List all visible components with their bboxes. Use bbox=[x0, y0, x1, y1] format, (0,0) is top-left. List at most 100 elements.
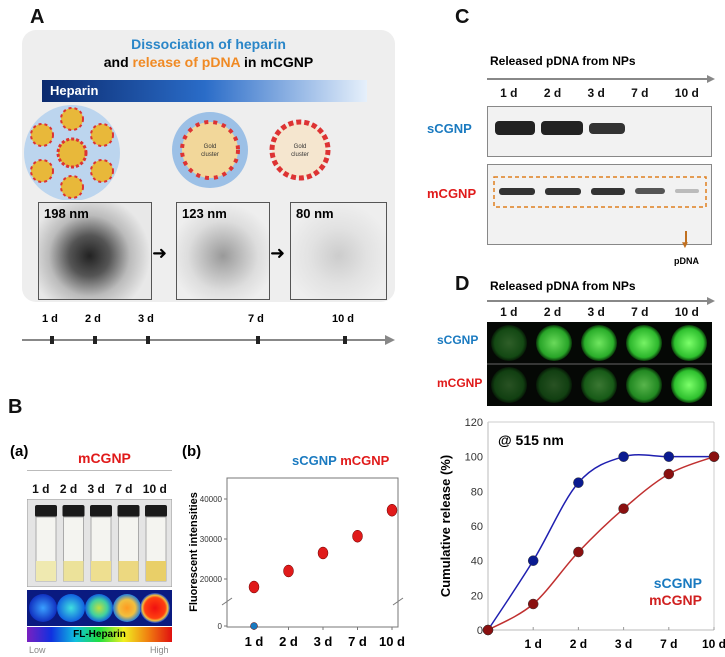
y-tick-label: 20 bbox=[471, 590, 483, 602]
data-point-mcgnp bbox=[386, 503, 398, 517]
data-point-scgnp bbox=[250, 622, 258, 630]
data-point-scgnp bbox=[482, 624, 494, 636]
vial-liquid bbox=[36, 561, 56, 581]
lane-label: 10 d bbox=[674, 305, 699, 319]
panel-d-arrow bbox=[487, 297, 715, 305]
chart-b-legend: sCGNP mCGNP bbox=[292, 453, 389, 468]
y-tick-label: 0 bbox=[477, 625, 483, 637]
x-tick-label: 10 d bbox=[702, 637, 725, 651]
svg-text:cluster: cluster bbox=[201, 152, 219, 158]
lane-label: 2 d bbox=[543, 305, 562, 319]
data-point-mcgnp bbox=[283, 564, 294, 578]
panel-label-d: D bbox=[455, 273, 470, 295]
lane-label: 3 d bbox=[587, 86, 605, 100]
svg-text:cluster: cluster bbox=[291, 152, 309, 158]
colorbar: FL-Heparin bbox=[27, 627, 172, 642]
timeline-10d: 10 d bbox=[332, 313, 355, 325]
panel-c-header: Released pDNA from NPs bbox=[490, 54, 636, 68]
mcgnp-large-particle bbox=[24, 105, 120, 200]
gel-row-scgnp: sCGNP bbox=[427, 121, 472, 136]
divider bbox=[27, 470, 172, 471]
y-tick-label: 60 bbox=[471, 521, 483, 533]
plot-frame bbox=[226, 477, 399, 628]
lane-label: 7 d bbox=[631, 305, 649, 319]
nanoparticle-illustrations: Gold cluster Gold cluster bbox=[24, 105, 331, 200]
data-point-mcgnp bbox=[708, 451, 720, 462]
x-tick-label: 3 d bbox=[314, 634, 333, 649]
vial-cap bbox=[90, 505, 112, 517]
vial-photo bbox=[27, 499, 172, 587]
fluor-row-scgnp: sCGNP bbox=[437, 333, 479, 347]
data-point-mcgnp bbox=[352, 529, 363, 543]
subpanel-label-b: (b) bbox=[182, 443, 202, 460]
arrow-down-icon: ▼ bbox=[680, 240, 690, 251]
lane-label: 1 d bbox=[500, 305, 518, 319]
timeline-arrow bbox=[22, 335, 395, 345]
lane-label: 10 d bbox=[674, 86, 699, 100]
legend-scgnp: sCGNP bbox=[292, 453, 337, 468]
lane-label: 10 d bbox=[142, 482, 167, 496]
data-point-mcgnp bbox=[482, 624, 494, 636]
lane-label: 7 d bbox=[631, 86, 649, 100]
vial-cap bbox=[117, 505, 140, 517]
series-line-mcgnp bbox=[487, 455, 715, 631]
fluor-row-mcgnp: mCGNP bbox=[437, 376, 483, 390]
legend-mcgnp: mCGNP bbox=[649, 592, 702, 608]
colorbar-low: Low bbox=[29, 645, 46, 655]
y-axis-label: Fluorescent intensities bbox=[188, 492, 200, 612]
timeline-1d: 1 d bbox=[42, 313, 58, 325]
panel-a-title-line2: and release of pDNA in mCGNP bbox=[22, 54, 395, 70]
lane-label: 3 d bbox=[587, 305, 605, 319]
fluor-spot-mcgnp bbox=[626, 367, 662, 403]
vial-liquid bbox=[118, 561, 139, 581]
colorbar-high: High bbox=[150, 645, 169, 655]
sample-label: mCGNP bbox=[78, 450, 131, 466]
lane-label: 1 d bbox=[500, 86, 518, 100]
data-point-scgnp bbox=[618, 451, 629, 462]
panel-c-arrow bbox=[487, 75, 715, 83]
vial-liquid bbox=[63, 561, 84, 581]
tem-image-3: 80 nm bbox=[290, 202, 387, 300]
fluor-spot-mcgnp bbox=[491, 367, 527, 403]
series-line-scgnp bbox=[487, 454, 714, 631]
x-tick-label: 2 d bbox=[279, 634, 298, 649]
panel-label-c: C bbox=[455, 6, 470, 28]
fluor-spot-mcgnp bbox=[536, 367, 572, 403]
tem-image-2: 123 nm bbox=[176, 202, 270, 300]
data-point-scgnp bbox=[527, 555, 539, 566]
y-axis-label: Cumulative release (%) bbox=[438, 455, 453, 597]
annotation: @ 515 nm bbox=[498, 432, 564, 448]
subpanel-label-a: (a) bbox=[10, 443, 29, 460]
fluor-spot-scgnp bbox=[671, 325, 707, 361]
fluor-spot-scgnp bbox=[491, 325, 527, 361]
tem-size-1: 198 nm bbox=[44, 206, 89, 221]
tem-image-1: 198 nm bbox=[38, 202, 152, 300]
fluor-spot-scgnp bbox=[536, 325, 572, 361]
legend-scgnp: sCGNP bbox=[654, 575, 702, 591]
vial-lane-labels: 1 d 2 d 3 d 7 d 10 d bbox=[27, 482, 172, 496]
timeline-3d: 3 d bbox=[138, 313, 154, 325]
vial-cap bbox=[35, 505, 57, 517]
title-and: and bbox=[103, 54, 129, 70]
data-point-mcgnp bbox=[317, 546, 329, 560]
gel-images bbox=[487, 106, 712, 245]
x-tick-label: 1 d bbox=[525, 637, 542, 651]
data-point-scgnp bbox=[708, 451, 720, 462]
middle-particle: Gold cluster bbox=[172, 112, 248, 188]
data-point-mcgnp bbox=[248, 580, 260, 594]
gel-lane-labels: 1 d 2 d 3 d 7 d 10 d bbox=[487, 86, 712, 100]
panel-label-a: A bbox=[30, 6, 45, 28]
heparin-gradient-bar: Heparin bbox=[42, 80, 367, 102]
vial-cap bbox=[145, 505, 167, 517]
x-tick-label: 7 d bbox=[348, 634, 367, 649]
timeline-2d: 2 d bbox=[85, 313, 101, 325]
panel-a-title-line1: Dissociation of heparin bbox=[131, 36, 286, 52]
fluor-spot-scgnp bbox=[626, 325, 662, 361]
svg-text:Gold: Gold bbox=[294, 144, 307, 150]
gel-row-mcgnp: mCGNP bbox=[427, 186, 477, 201]
lane-label: 2 d bbox=[59, 482, 78, 496]
axis-break bbox=[392, 597, 404, 606]
small-particle: Gold cluster bbox=[269, 119, 331, 181]
y-tick-label: 0 bbox=[218, 622, 223, 631]
